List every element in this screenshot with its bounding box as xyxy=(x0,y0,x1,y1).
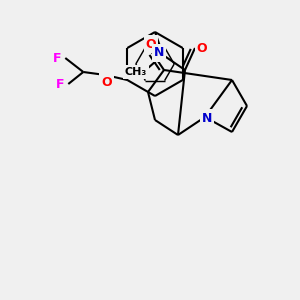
Text: N: N xyxy=(202,112,212,124)
Text: CH₃: CH₃ xyxy=(125,67,147,77)
Text: O: O xyxy=(197,41,207,55)
Text: F: F xyxy=(56,77,64,91)
Text: N: N xyxy=(154,46,164,59)
Text: O: O xyxy=(146,38,156,50)
Text: O: O xyxy=(101,76,112,88)
Text: F: F xyxy=(53,52,61,64)
